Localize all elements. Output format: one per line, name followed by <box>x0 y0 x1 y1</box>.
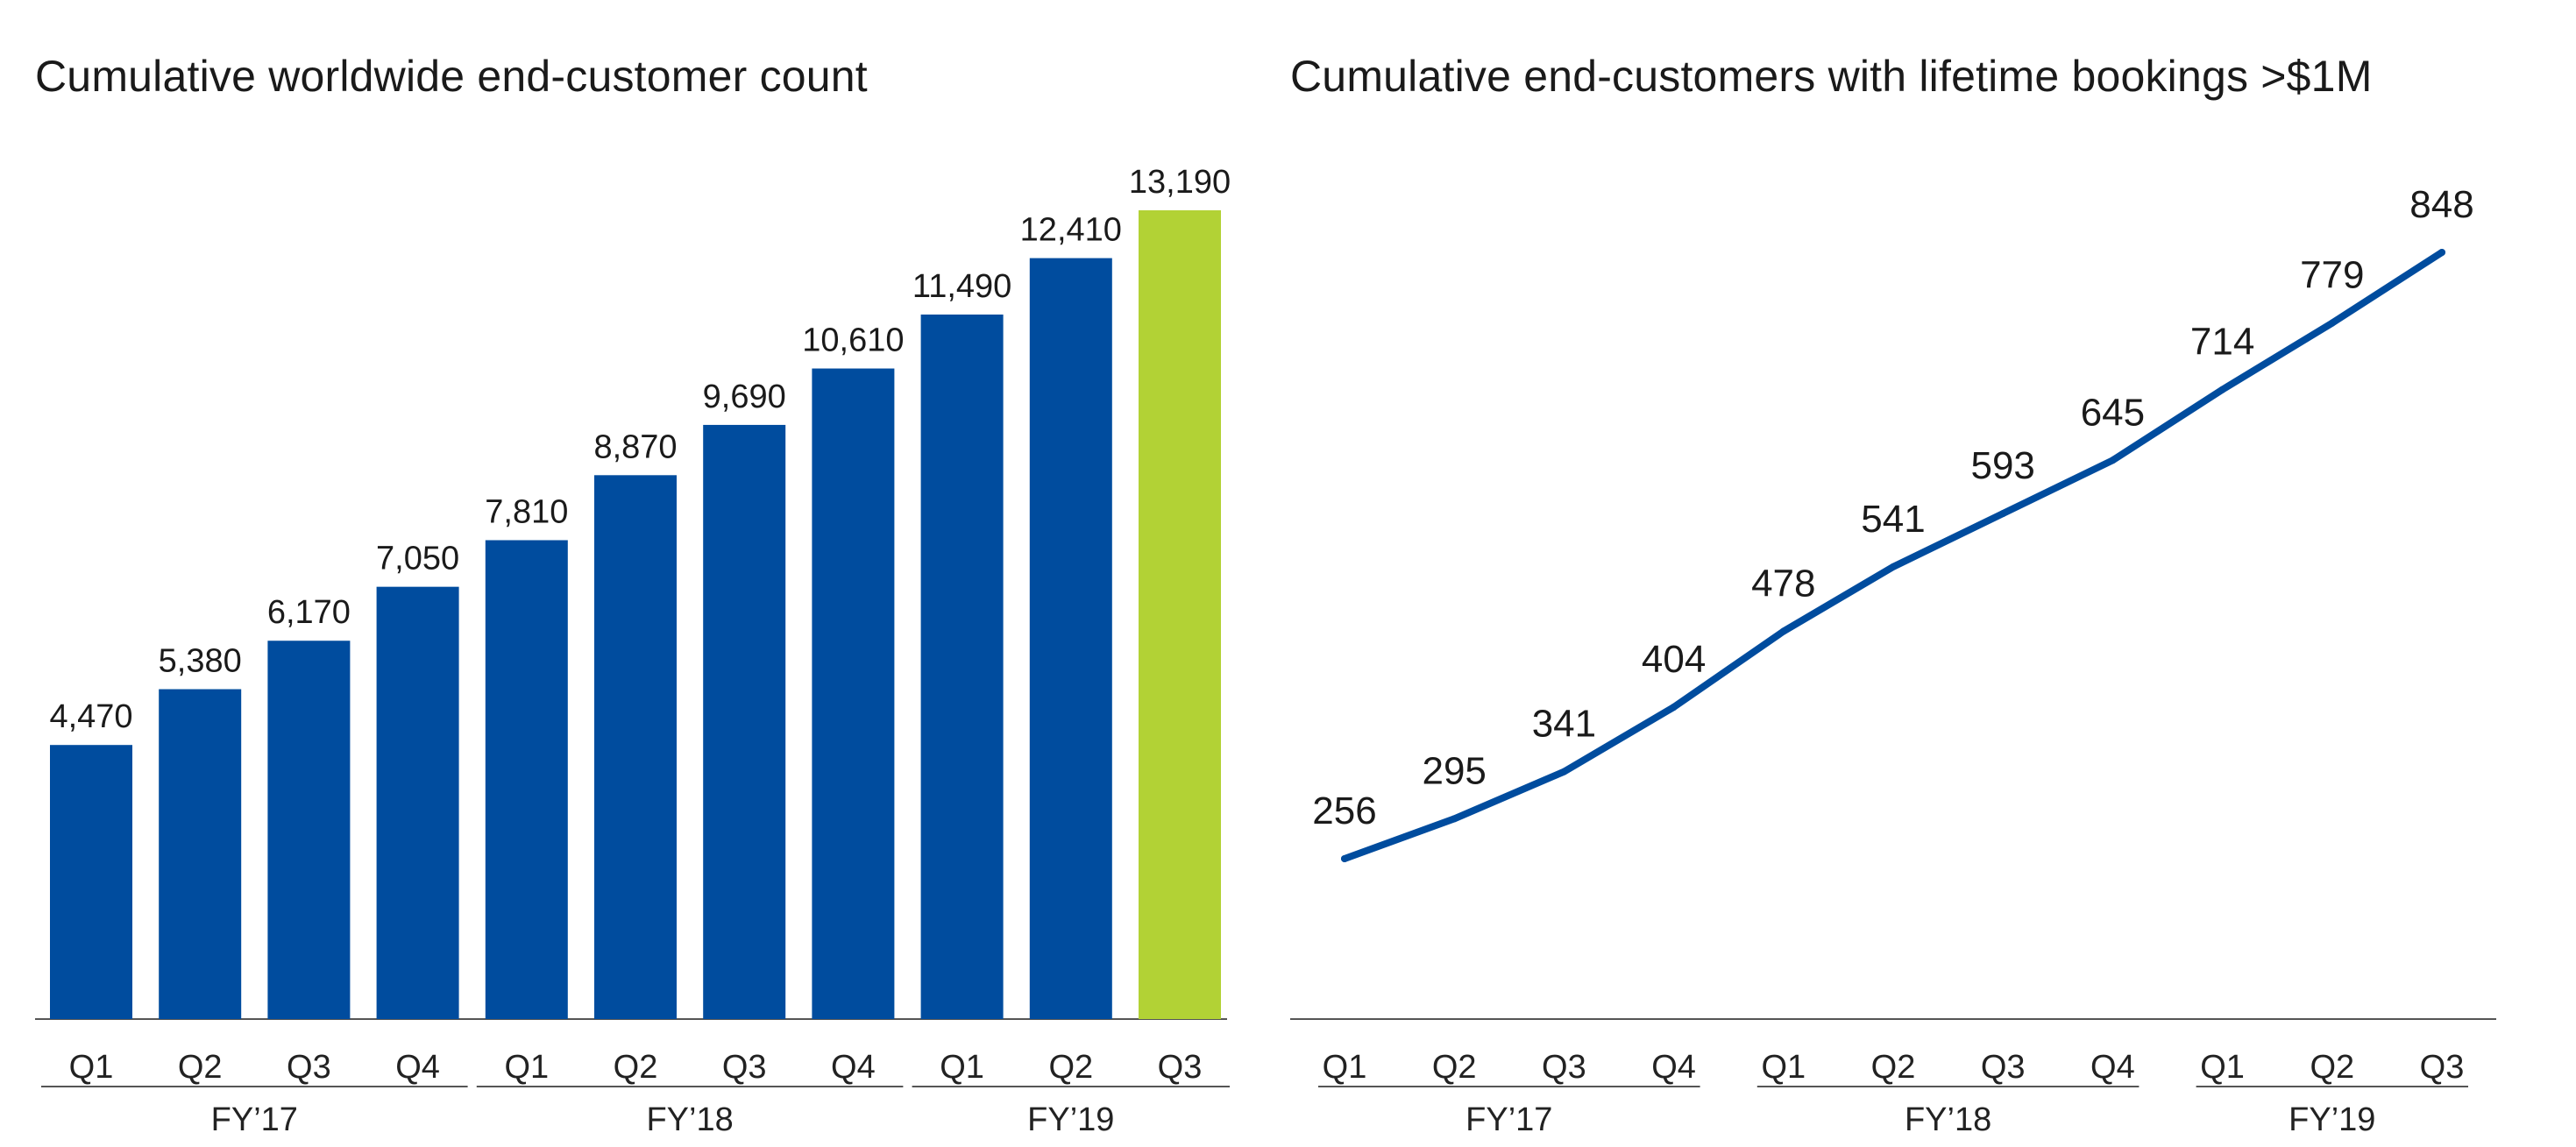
line-point-5 <box>1890 563 1897 570</box>
bar-group-label: FY’19 <box>1027 1101 1114 1138</box>
bar-value-label: 10,610 <box>802 322 904 359</box>
line-x-tick-label: Q1 <box>2200 1049 2245 1086</box>
line-point-1 <box>1451 815 1458 823</box>
line-group-label: FY’19 <box>2289 1101 2375 1138</box>
line-value-label: 848 <box>2409 183 2473 226</box>
line-value-label: 295 <box>1422 749 1486 792</box>
line-x-tick-label: Q3 <box>2420 1049 2465 1086</box>
line-group-label: FY’18 <box>1905 1101 1991 1138</box>
line-chart: 256 Q1 295 Q2 341 Q3 404 Q4 478 Q1 541 Q2 593 Q3 645 Q4… <box>1290 183 2496 1138</box>
bar-10 <box>1139 210 1221 1019</box>
line-chart-title: Cumulative end-customers with lifetime b… <box>1290 52 2373 101</box>
bar-x-tick-label: Q4 <box>831 1049 876 1086</box>
bar-8 <box>920 314 1004 1020</box>
bar-value-label: 13,190 <box>1129 164 1231 201</box>
bar-x-tick-label: Q3 <box>722 1049 767 1086</box>
line-point-6 <box>1999 510 2007 518</box>
bar-value-label: 4,470 <box>49 698 132 735</box>
line-value-label: 341 <box>1532 703 1596 746</box>
bar-value-label: 5,380 <box>159 643 242 680</box>
bar-x-tick-label: Q3 <box>287 1049 331 1086</box>
bar-x-tick-label: Q1 <box>504 1049 549 1086</box>
line-series <box>1341 249 2445 862</box>
line-value-label: 256 <box>1312 789 1376 832</box>
line-x-tick-label: Q3 <box>1542 1049 1586 1086</box>
line-point-4 <box>1779 627 1787 635</box>
bar-4 <box>485 540 568 1019</box>
bar-5 <box>594 475 677 1019</box>
line-point-7 <box>2109 457 2117 464</box>
bar-value-label: 6,170 <box>267 594 351 631</box>
line-x-tick-label: Q2 <box>1432 1049 1477 1086</box>
line-x-tick-label: Q4 <box>1651 1049 1696 1086</box>
line-point-0 <box>1341 855 1348 862</box>
bar-value-label: 8,870 <box>593 428 677 465</box>
bar-x-tick-label: Q2 <box>614 1049 658 1086</box>
line-value-label: 714 <box>2190 321 2254 364</box>
line-point-3 <box>1670 704 1678 711</box>
line-value-label: 593 <box>1970 444 2034 487</box>
line-value-label: 478 <box>1751 563 1815 605</box>
line-point-8 <box>2218 386 2226 393</box>
bar-chart: 4,470 Q1 5,380 Q2 6,170 Q3 7,050 Q4 7,810 Q1 8,870… <box>35 164 1231 1138</box>
line-x-tick-label: Q3 <box>1981 1049 2026 1086</box>
line-group-label: FY’17 <box>1465 1101 1552 1138</box>
bar-x-tick-label: Q1 <box>940 1049 984 1086</box>
bar-x-tick-label: Q3 <box>1158 1049 1203 1086</box>
bar-x-tick-label: Q1 <box>69 1049 114 1086</box>
bar-value-label: 9,690 <box>703 379 786 415</box>
line-x-tick-label: Q2 <box>1871 1049 1916 1086</box>
line-point-2 <box>1560 768 1568 775</box>
line-value-label: 779 <box>2300 254 2364 297</box>
line-x-tick-label: Q1 <box>1761 1049 1806 1086</box>
bar-chart-title: Cumulative worldwide end-customer count <box>35 52 868 101</box>
line-point-10 <box>2438 249 2445 256</box>
line-value-label: 645 <box>2081 391 2145 434</box>
bar-0 <box>50 745 132 1019</box>
bar-2 <box>267 641 351 1019</box>
line-x-tick-label: Q2 <box>2310 1049 2354 1086</box>
bar-1 <box>159 689 242 1019</box>
bar-value-label: 7,050 <box>376 541 459 577</box>
line-value-label: 404 <box>1642 638 1706 681</box>
bar-6 <box>703 424 786 1019</box>
line-point-9 <box>2328 319 2336 327</box>
line-value-label: 541 <box>1861 498 1925 541</box>
bar-value-label: 11,490 <box>912 268 1011 305</box>
line-x-tick-label: Q1 <box>1323 1049 1367 1086</box>
line-x-tick-label: Q4 <box>2090 1049 2135 1086</box>
bar-group-label: FY’17 <box>211 1101 298 1138</box>
bar-3 <box>376 586 459 1019</box>
bar-x-tick-label: Q2 <box>1048 1049 1093 1086</box>
bar-value-label: 12,410 <box>1020 212 1122 249</box>
bar-7 <box>812 368 895 1019</box>
bar-x-tick-label: Q2 <box>178 1049 223 1086</box>
bar-value-label: 7,810 <box>485 493 568 530</box>
bar-9 <box>1029 258 1112 1019</box>
bar-x-tick-label: Q4 <box>395 1049 440 1086</box>
bar-group-label: FY’18 <box>646 1101 733 1138</box>
